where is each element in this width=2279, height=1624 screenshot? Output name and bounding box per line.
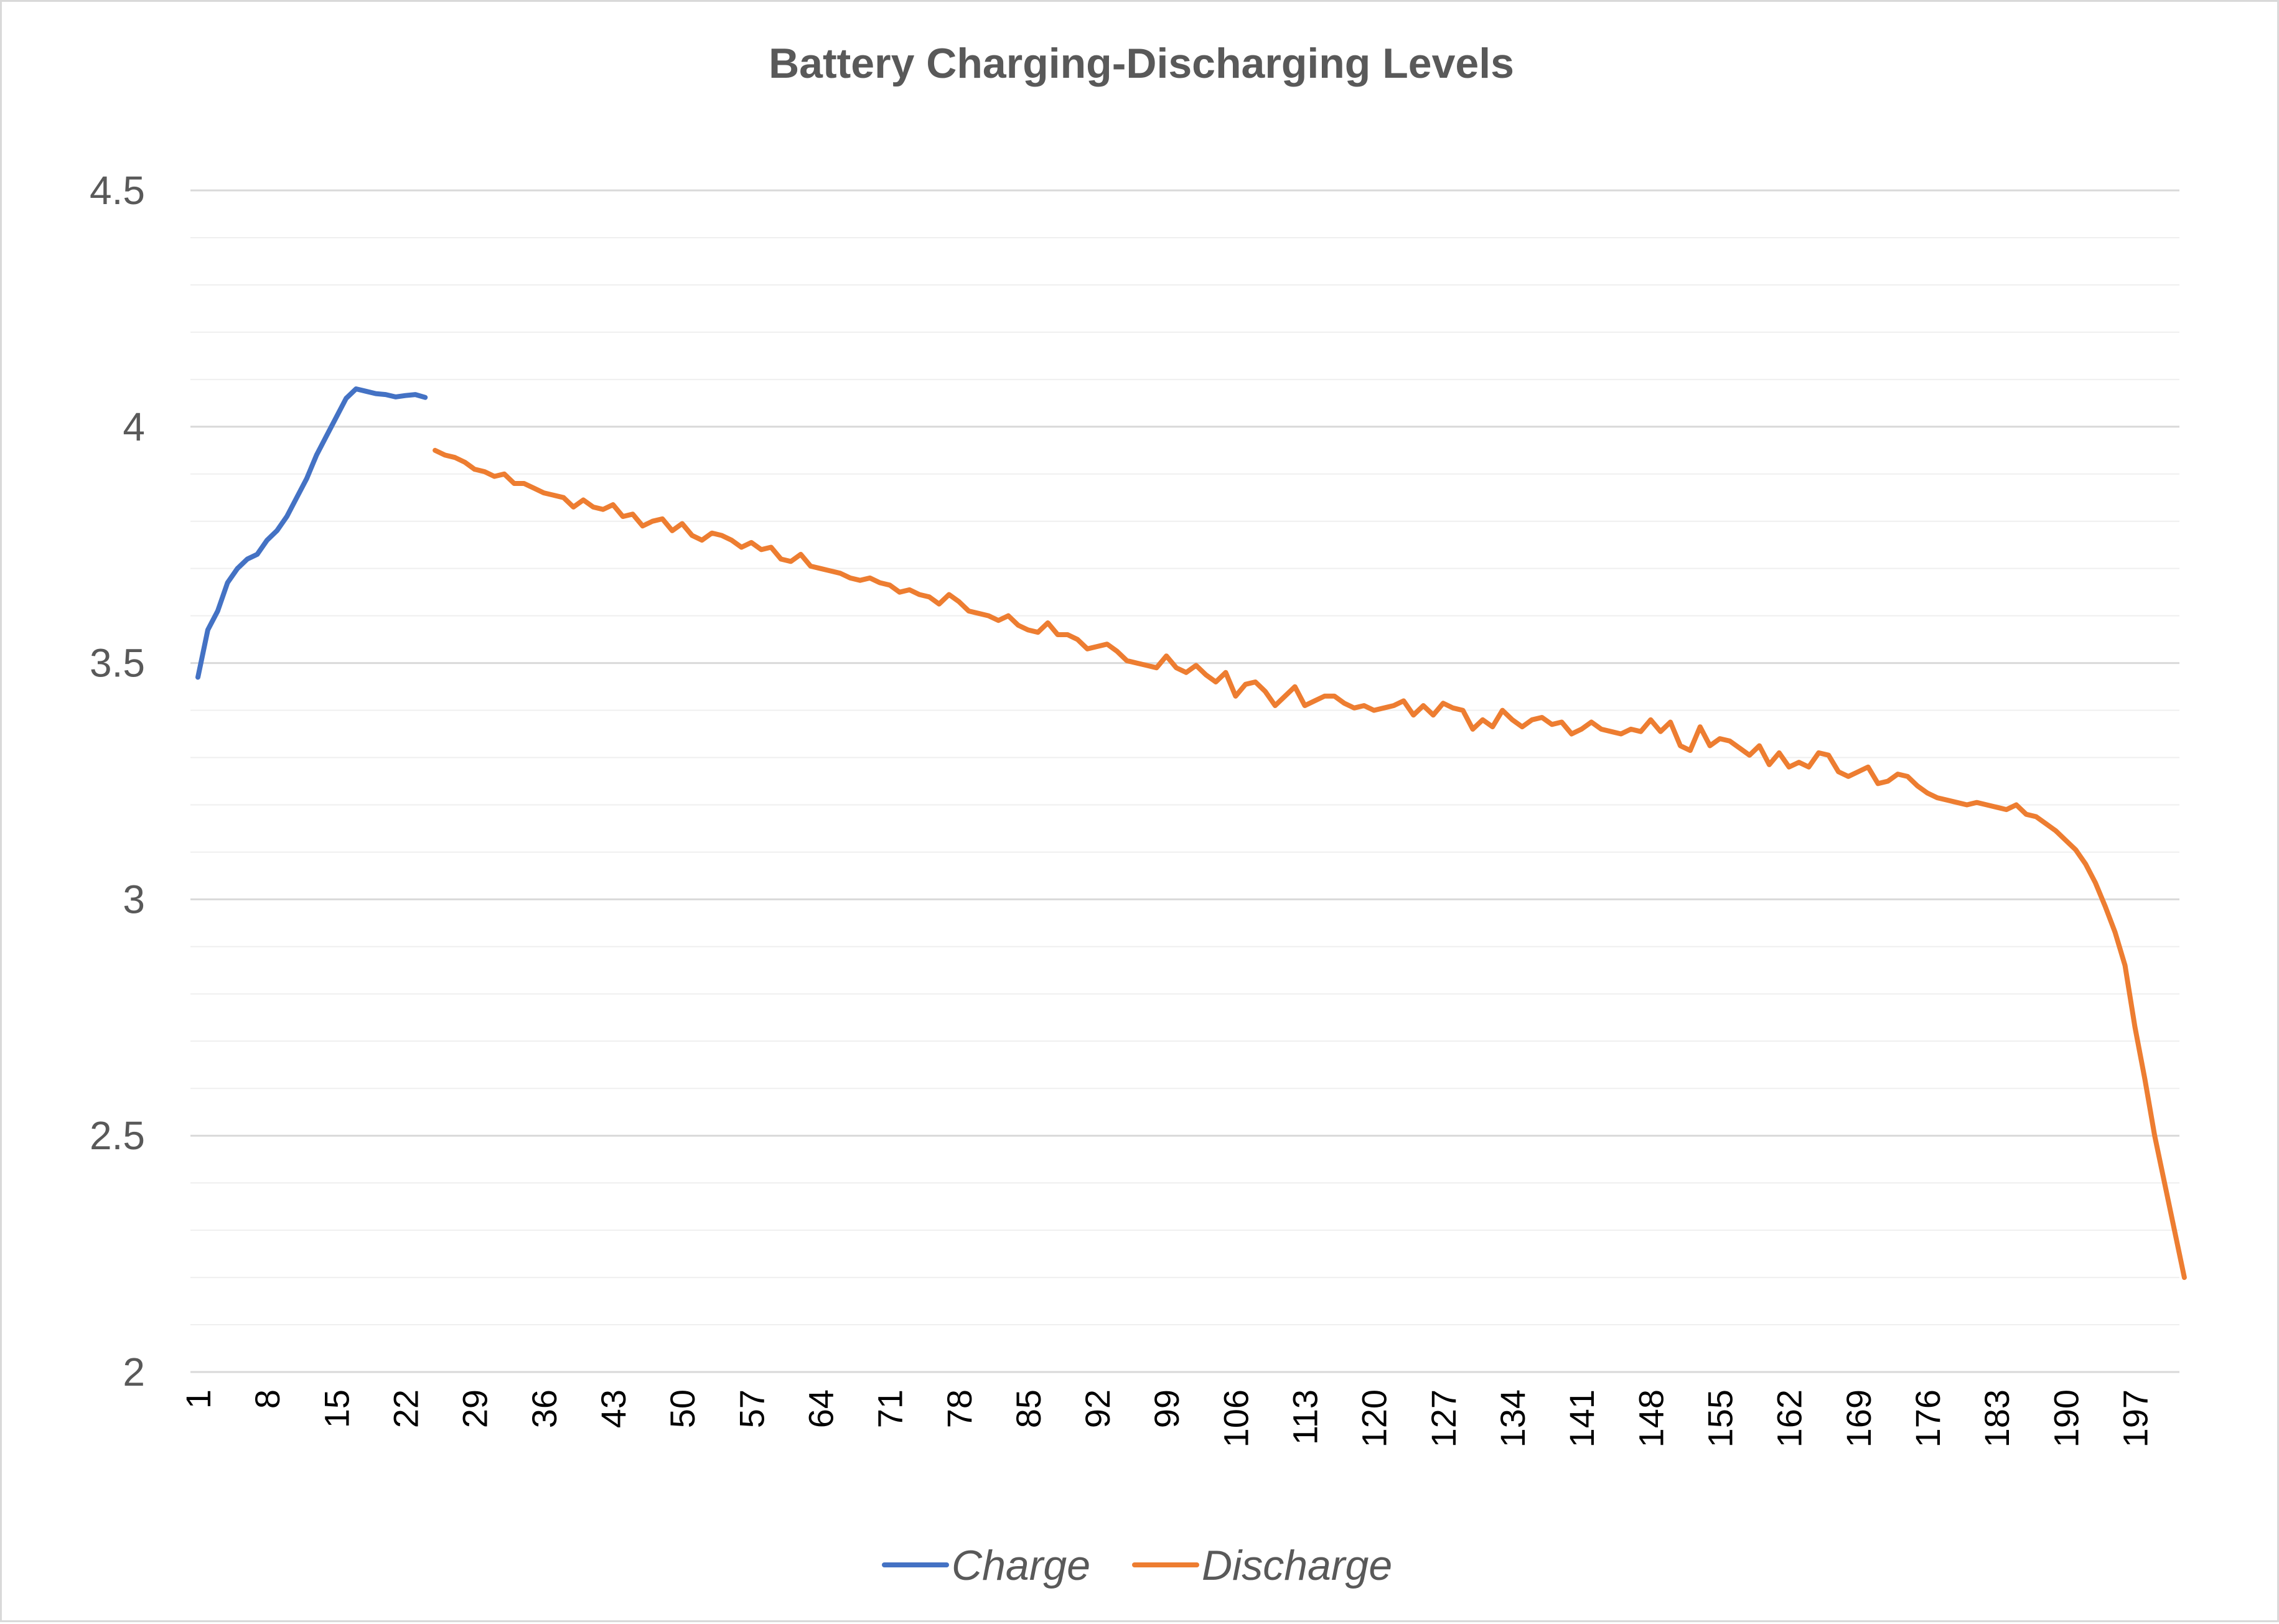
series-lines: [195, 386, 2187, 1281]
series-line-charge: [195, 386, 428, 680]
x-tick-label: 127: [1424, 1389, 1463, 1447]
y-tick-label: 4: [123, 404, 145, 449]
x-tick-label: 64: [801, 1389, 840, 1428]
x-tick-label: 148: [1631, 1389, 1670, 1447]
x-tick-label: 71: [871, 1389, 910, 1428]
x-tick-label: 155: [1701, 1389, 1740, 1447]
x-tick-label: 57: [732, 1389, 771, 1428]
x-tick-label: 36: [525, 1389, 564, 1428]
x-tick-label: 120: [1355, 1389, 1394, 1447]
x-tick-label: 197: [2115, 1389, 2155, 1447]
x-tick-label: 85: [1009, 1389, 1048, 1428]
legend-label-charge: Charge: [952, 1542, 1090, 1589]
gridlines: [190, 189, 2179, 1373]
x-tick-label: 43: [594, 1389, 633, 1428]
x-tick-label: 8: [248, 1389, 287, 1409]
y-axis-ticks: 2 2.5 3 3.5 4 4.5: [90, 168, 145, 1394]
x-tick-label: 1: [179, 1389, 218, 1409]
x-axis-ticks: 1 8 15 22 29 36 43 50 57 64 71 78 85 92 99 106 113 120 127…: [179, 1389, 2155, 1447]
x-tick-label: 183: [1977, 1389, 2016, 1447]
x-tick-label: 15: [317, 1389, 356, 1428]
x-tick-label: 99: [1147, 1389, 1186, 1428]
x-tick-label: 22: [386, 1389, 425, 1428]
x-tick-label: 176: [1908, 1389, 1947, 1447]
y-tick-label: 2: [123, 1350, 145, 1394]
chart-title: Battery Charging-Discharging Levels: [769, 40, 1514, 87]
x-tick-label: 162: [1770, 1389, 1809, 1447]
x-tick-label: 169: [1839, 1389, 1878, 1447]
y-tick-label: 3: [123, 877, 145, 922]
x-tick-label: 29: [456, 1389, 495, 1428]
x-tick-label: 141: [1562, 1389, 1601, 1447]
x-tick-label: 78: [940, 1389, 979, 1428]
x-tick-label: 50: [663, 1389, 702, 1428]
y-tick-label: 3.5: [90, 641, 145, 686]
series-line-discharge: [433, 447, 2187, 1281]
x-tick-label: 190: [2046, 1389, 2085, 1447]
legend-label-discharge: Discharge: [1202, 1542, 1392, 1589]
y-tick-label: 4.5: [90, 168, 145, 213]
x-tick-label: 92: [1078, 1389, 1117, 1428]
x-tick-label: 113: [1286, 1389, 1325, 1445]
y-tick-label: 2.5: [90, 1113, 145, 1158]
x-tick-label: 106: [1216, 1389, 1255, 1447]
x-tick-label: 134: [1493, 1389, 1532, 1447]
legend: Charge Discharge: [882, 1542, 1392, 1589]
